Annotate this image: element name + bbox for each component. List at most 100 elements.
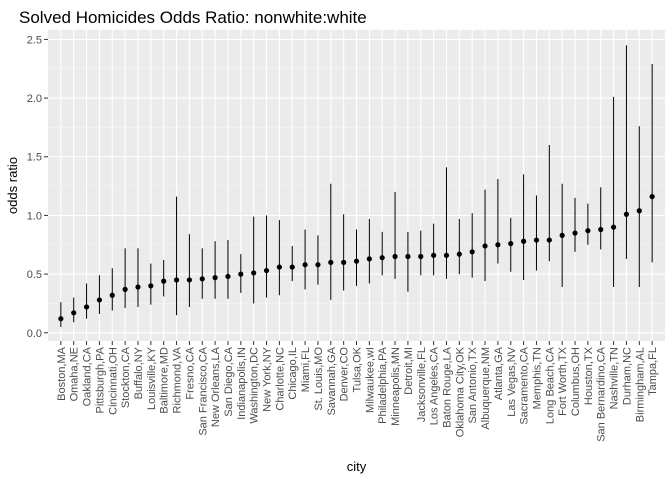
data-point <box>649 194 655 200</box>
x-tick-label: Washington,DC <box>249 347 261 424</box>
data-point <box>469 249 475 255</box>
x-tick-label: Nashville,TN <box>609 347 621 409</box>
y-tick-label: 2.5 <box>27 34 42 46</box>
error-bars <box>60 45 653 327</box>
data-point <box>533 237 540 243</box>
x-tick-label: Albuquerque,NM <box>480 347 492 430</box>
y-tick-label: 0.5 <box>27 269 42 281</box>
data-point <box>495 242 501 248</box>
x-tick-label: Indianapolis,IN <box>236 347 248 420</box>
data-point <box>212 275 218 281</box>
data-point <box>353 258 360 264</box>
data-point <box>482 243 488 249</box>
data-point <box>96 297 103 303</box>
x-axis-title: city <box>347 459 367 474</box>
x-tick-label: New Orleans,LA <box>210 346 222 427</box>
x-tick-label: Baton Rouge,LA <box>441 346 453 427</box>
x-tick-label: San Francisco,CA <box>197 346 209 435</box>
x-tick-label: San Antonio,TX <box>467 346 479 423</box>
x-tick-label: Memphis,TN <box>531 347 543 409</box>
x-tick-label: Durham,NC <box>621 347 633 405</box>
y-tick-label: 2.0 <box>27 93 42 105</box>
x-tick-label: Pittsburgh,PA <box>94 346 106 413</box>
x-tick-label: Louisville,KY <box>146 346 158 410</box>
data-point <box>366 256 372 262</box>
x-tick-label: Philadelphia,PA <box>377 346 389 424</box>
y-tick-label: 1.0 <box>27 210 42 222</box>
data-point <box>302 262 308 268</box>
x-tick-label: Detroit,MI <box>403 347 415 395</box>
data-point <box>328 259 334 265</box>
data-point <box>418 253 424 260</box>
data-point <box>148 283 154 289</box>
data-point <box>109 292 115 298</box>
x-tick-label: San Bernardino,CA <box>596 346 608 441</box>
data-point <box>585 228 591 234</box>
data-points <box>58 194 655 322</box>
x-tick-label: Sacramento,CA <box>519 346 531 424</box>
x-tick-label: Milwaukee,wI <box>364 347 376 413</box>
data-point <box>251 270 257 276</box>
data-point <box>58 316 64 322</box>
x-tick-label: Boston,MA <box>56 346 68 400</box>
data-point <box>379 255 385 261</box>
x-tick-label: Savannah,GA <box>326 346 338 415</box>
x-tick-label: Oakland,CA <box>82 346 94 406</box>
x-tick-label: St. Louis,MO <box>313 347 325 411</box>
x-tick-label: Oklahoma City,OK <box>454 346 466 437</box>
x-tick-label: Columbus,OH <box>570 347 582 416</box>
data-point <box>431 252 437 258</box>
data-point <box>392 253 398 260</box>
data-point <box>572 230 578 236</box>
data-point <box>122 286 128 292</box>
chart-title: Solved Homicides Odds Ratio: nonwhite:wh… <box>19 8 367 27</box>
x-axis: Boston,MA Omaha,NE Oakland,CA Pittsburgh,PA… <box>56 341 659 442</box>
data-point <box>636 208 642 214</box>
data-point <box>598 226 604 233</box>
data-point <box>405 253 411 260</box>
x-tick-label: Denver,CO <box>339 347 351 402</box>
data-point <box>559 232 565 238</box>
data-point <box>276 264 282 270</box>
x-tick-label: Chicago,IL <box>287 347 299 400</box>
data-point <box>238 271 244 277</box>
data-point <box>508 240 514 247</box>
data-point <box>161 278 167 284</box>
data-point <box>83 304 90 310</box>
data-point <box>443 252 450 258</box>
x-tick-label: Houston,TX <box>583 346 595 405</box>
data-point <box>610 224 617 230</box>
x-tick-label: Birmingham,AL <box>634 347 646 422</box>
data-point <box>199 276 205 282</box>
x-tick-label: Buffalo,NY <box>133 346 145 399</box>
x-tick-label: Stockton,CA <box>120 346 132 408</box>
data-point <box>71 310 77 316</box>
x-tick-label: Charlotte,NC <box>274 347 286 411</box>
data-point <box>546 237 552 243</box>
x-tick-label: Fresno,CA <box>184 346 196 399</box>
x-tick-label: Tampa,FL <box>647 347 659 396</box>
x-tick-label: Fort Worth,TX <box>557 346 569 416</box>
x-tick-label: Baltimore,MD <box>159 347 171 414</box>
data-point <box>289 264 295 270</box>
data-point <box>623 211 630 217</box>
data-point <box>341 259 347 265</box>
data-point <box>521 238 527 244</box>
data-point <box>173 277 180 283</box>
x-tick-label: Tulsa,OK <box>352 346 364 392</box>
y-tick-label: 1.5 <box>27 152 42 164</box>
y-axis: 0.0 0.5 1.0 1.5 2.0 2.5 <box>27 34 48 340</box>
x-tick-label: Atlanta,GA <box>493 346 505 400</box>
data-point <box>135 284 141 290</box>
x-tick-label: Cincinnati,OH <box>107 347 119 415</box>
x-tick-label: Omaha,NE <box>69 347 81 401</box>
data-point <box>315 262 321 268</box>
data-point <box>263 267 270 274</box>
x-tick-label: Las Vegas,NV <box>506 346 518 416</box>
x-tick-label: Minneapolis,MN <box>390 347 402 426</box>
x-tick-label: Miami,FL <box>300 347 312 392</box>
x-tick-label: Richmond,VA <box>172 346 184 413</box>
y-tick-label: 0.0 <box>27 328 42 340</box>
data-point <box>456 251 462 257</box>
